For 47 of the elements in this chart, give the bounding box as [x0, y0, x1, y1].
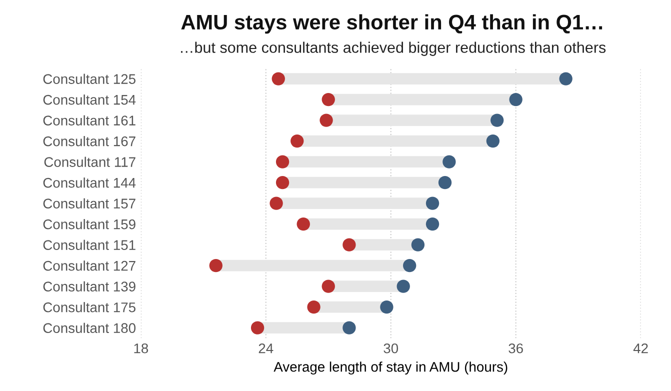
point: [209, 258, 222, 272]
y-tick-label: Consultant 117: [44, 156, 136, 167]
point: [276, 155, 290, 168]
point: [250, 321, 264, 334]
point: [322, 92, 335, 106]
point: [380, 300, 394, 314]
point: [342, 321, 356, 334]
y-tick-label: Consultant 157: [43, 198, 136, 208]
y-tick-label: Consultant 167: [43, 136, 136, 146]
x-tick-label: 24: [258, 343, 274, 354]
point: [426, 217, 440, 231]
point: [442, 155, 456, 168]
point: [403, 258, 416, 272]
chart-title: AMU stays were shorter in Q4 than in Q1…: [181, 14, 602, 34]
point: [270, 196, 283, 210]
y-tick-label: Consultant 144: [43, 178, 136, 188]
x-tick-label: 42: [633, 343, 648, 354]
point: [559, 72, 572, 86]
point: [486, 134, 500, 148]
y-tick-label: Consultant 139: [43, 281, 136, 292]
y-tick-label: Consultant 180: [43, 322, 136, 334]
point: [290, 134, 304, 148]
point: [276, 176, 290, 190]
point: [411, 238, 425, 252]
point: [322, 280, 335, 293]
y-tick-label: Consultant 154: [43, 94, 136, 105]
point: [426, 196, 440, 210]
y-tick-label: Consultant 161: [43, 115, 136, 126]
point: [438, 176, 452, 190]
x-tick-label: 30: [384, 343, 398, 354]
point: [396, 280, 410, 293]
y-tick-label: Consultant 127: [43, 260, 136, 271]
chart-subtitle: …but some consultants achieved bigger reductions than others: [181, 42, 606, 56]
x-tick-label: 36: [508, 343, 523, 354]
point: [296, 217, 310, 231]
point: [342, 238, 356, 252]
point: [509, 92, 522, 106]
y-tick-label: Consultant 159: [43, 219, 136, 230]
y-tick-label: Consultant 125: [43, 74, 136, 84]
point: [490, 114, 504, 127]
y-tick-label: Consultant 151: [43, 240, 136, 250]
point: [272, 72, 285, 86]
x-axis-title: Average length of stay in AMU (hours): [274, 362, 508, 375]
x-tick-label: 18: [134, 343, 148, 354]
point: [320, 114, 333, 127]
point: [307, 300, 320, 314]
y-tick-label: Consultant 175: [43, 302, 136, 312]
